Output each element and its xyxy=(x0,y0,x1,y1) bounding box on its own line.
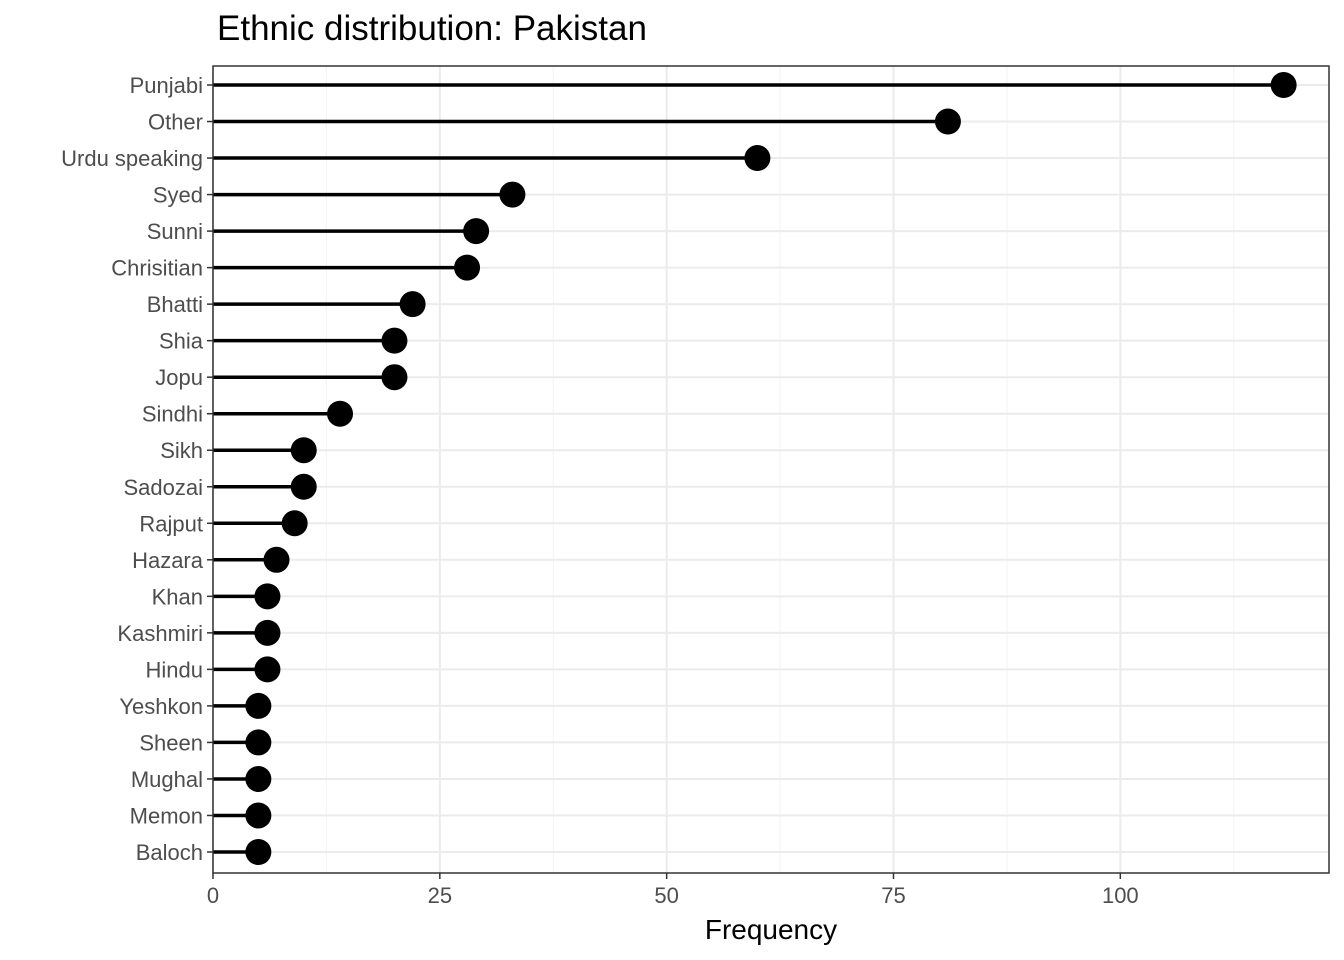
x-tick-label: 50 xyxy=(654,883,678,908)
x-axis: 0 25 50 75 100 xyxy=(207,873,1139,908)
y-tick-label: Bhatti xyxy=(147,292,203,317)
y-tick-label: Memon xyxy=(130,803,203,828)
lollipop-point xyxy=(463,218,490,245)
y-tick-label: Punjabi xyxy=(130,73,203,98)
y-tick-label: Urdu speaking xyxy=(61,146,203,171)
lollipop-point xyxy=(254,583,281,610)
y-tick-label: Chrisitian xyxy=(111,256,203,281)
lollipop-point xyxy=(381,327,408,354)
y-tick-label: Jopu xyxy=(155,365,203,390)
lollipop-point xyxy=(245,802,272,829)
y-tick-label: Other xyxy=(148,110,203,135)
y-tick-label: Hindu xyxy=(146,657,203,682)
y-tick-label: Rajput xyxy=(139,511,203,536)
y-tick-label: Kashmiri xyxy=(117,621,203,646)
y-tick-label: Mughal xyxy=(131,767,203,792)
lollipop-point xyxy=(1270,72,1297,98)
lollipop-point xyxy=(263,546,290,573)
lollipop-point xyxy=(290,473,317,500)
lollipop-point xyxy=(254,619,281,646)
lollipop-point xyxy=(454,254,481,281)
y-tick-label: Hazara xyxy=(132,548,204,573)
y-tick-label: Sadozai xyxy=(123,475,203,500)
lollipop-point xyxy=(399,291,426,318)
grid-lines xyxy=(212,66,1329,873)
x-tick-label: 75 xyxy=(881,883,905,908)
y-tick-label: Baloch xyxy=(136,840,203,865)
y-tick-label: Sindhi xyxy=(142,402,203,427)
y-tick-label: Sunni xyxy=(147,219,203,244)
lollipop-point xyxy=(281,510,308,537)
x-tick-label: 100 xyxy=(1102,883,1139,908)
chart-title: Ethnic distribution: Pakistan xyxy=(217,9,647,48)
lollipop-point xyxy=(245,765,272,792)
panel-border xyxy=(212,65,1330,874)
y-tick-label: Sheen xyxy=(139,730,203,755)
chart-marks xyxy=(213,72,1297,865)
lollipop-point xyxy=(744,145,771,172)
lollipop-point xyxy=(499,181,526,208)
lollipop-point xyxy=(327,400,354,427)
x-axis-title: Frequency xyxy=(705,914,837,945)
lollipop-point xyxy=(245,839,272,865)
lollipop-point xyxy=(254,656,281,683)
lollipop-point xyxy=(245,729,272,756)
y-tick-label: Syed xyxy=(153,183,203,208)
y-tick-label: Khan xyxy=(152,584,203,609)
lollipop-point xyxy=(381,364,408,391)
x-tick-label: 0 xyxy=(207,883,219,908)
x-tick-label: 25 xyxy=(428,883,452,908)
lollipop-point xyxy=(290,437,317,464)
lollipop-point xyxy=(934,108,961,135)
y-tick-label: Yeshkon xyxy=(119,694,203,719)
y-tick-label: Sikh xyxy=(160,438,203,463)
y-axis: Punjabi Other Urdu speaking Syed Sunni Chrisi… xyxy=(61,73,213,865)
lollipop-point xyxy=(245,692,272,719)
y-tick-label: Shia xyxy=(159,329,204,354)
